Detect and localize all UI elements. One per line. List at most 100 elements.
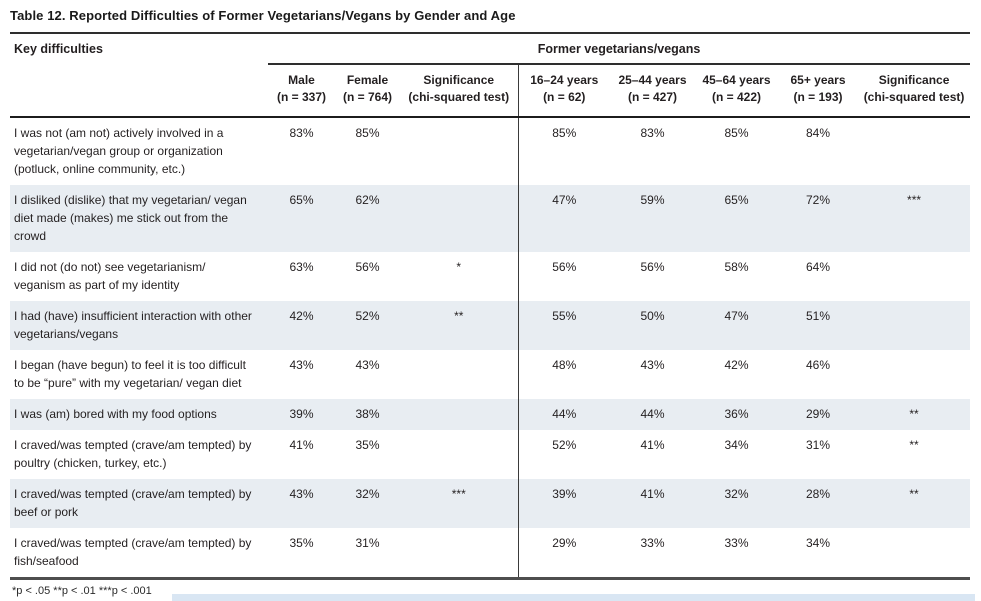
percent-value: 47% [695, 300, 778, 350]
percent-value: 39% [268, 398, 335, 430]
table-row: I was not (am not) actively involved in … [10, 116, 970, 185]
significance-value [400, 527, 518, 580]
percent-value: 34% [724, 437, 749, 452]
percent-value: 65% [268, 184, 335, 252]
significance-value: *** [858, 184, 971, 252]
percent-value: 28% [778, 478, 858, 528]
table-row: I began (have begun) to feel it is too d… [10, 349, 970, 399]
column-header-16-24: 16–24 years (n = 62) [517, 64, 610, 118]
difficulty-label: I was not (am not) actively involved in … [14, 125, 224, 176]
percent-value: 41% [289, 437, 314, 452]
significance-value: * [456, 259, 462, 274]
significance-value: ** [909, 437, 919, 452]
significance-value: ** [858, 398, 971, 430]
percent-value: 42% [724, 357, 749, 372]
significance-footnote: *p < .05 **p < .01 ***p < .001 [12, 584, 152, 597]
percent-value: 39% [517, 478, 610, 528]
difficulty-label: I craved/was tempted (crave/am tempted) … [10, 478, 268, 528]
percent-value: 33% [610, 527, 695, 580]
significance-value [400, 398, 518, 430]
difficulty-label: I had (have) insufficient interaction wi… [10, 300, 268, 350]
percent-value: 36% [695, 398, 778, 430]
percent-value: 34% [778, 527, 858, 580]
percent-value: 43% [268, 478, 335, 528]
percent-value: 44% [517, 398, 610, 430]
table-header: Key difficulties Former vegetarians/vega… [10, 33, 971, 118]
percent-value: 43% [640, 357, 665, 372]
percent-value: 85% [724, 125, 749, 140]
percent-value: 56% [517, 251, 610, 301]
column-header-female: Female (n = 764) [335, 64, 400, 118]
percent-value: 35% [268, 527, 335, 580]
table-row: I was (am) bored with my food options 39%… [10, 398, 971, 430]
percent-value: 38% [335, 398, 400, 430]
significance-value [400, 184, 518, 252]
percent-value: 48% [517, 349, 610, 399]
column-header-25-44: 25–44 years (n = 427) [610, 64, 695, 118]
percent-value: 32% [695, 478, 778, 528]
table-row: I craved/was tempted (crave/am tempted) … [10, 478, 971, 528]
key-difficulties-header: Key difficulties [10, 33, 268, 118]
highlight-bar [172, 594, 975, 601]
table-row: I had (have) insufficient interaction wi… [10, 300, 971, 350]
percent-value: 85% [517, 116, 610, 185]
percent-value: 32% [335, 478, 400, 528]
significance-value [858, 300, 971, 350]
difficulty-label: I craved/was tempted (crave/am tempted) … [10, 527, 268, 580]
column-header-male: Male (n = 337) [268, 64, 335, 118]
significance-value: *** [400, 478, 518, 528]
percent-value: 59% [610, 184, 695, 252]
percent-value: 58% [724, 259, 749, 274]
table-row: I did not (do not) see vegetarianism/ ve… [10, 251, 970, 301]
percent-value: 31% [805, 437, 831, 452]
percent-value: 46% [805, 357, 831, 372]
report-page: Table 12. Reported Difficulties of Forme… [10, 8, 971, 597]
group-header-former-vegetarians: Former vegetarians/vegans [268, 33, 971, 65]
difficulty-label: I craved/was tempted (crave/am tempted) … [14, 437, 252, 470]
column-header-significance-gender: Significance (chi-squared test) [400, 64, 518, 118]
percent-value: 72% [778, 184, 858, 252]
significance-value: ** [858, 478, 971, 528]
percent-value: 33% [695, 527, 778, 580]
column-header-65-plus: 65+ years (n = 193) [778, 64, 858, 118]
percent-value: 52% [517, 429, 610, 479]
percent-value: 29% [778, 398, 858, 430]
significance-value [400, 350, 518, 399]
difficulty-label: I began (have begun) to feel it is too d… [14, 357, 246, 390]
percent-value: 65% [695, 184, 778, 252]
difficulty-label: I did not (do not) see vegetarianism/ ve… [14, 259, 206, 292]
difficulty-label: I disliked (dislike) that my vegetarian/… [10, 184, 268, 252]
percent-value: 41% [640, 437, 665, 452]
percent-value: 44% [610, 398, 695, 430]
table-row: I craved/was tempted (crave/am tempted) … [10, 429, 970, 479]
percent-value: 56% [355, 259, 380, 274]
difficulties-table: Key difficulties Former vegetarians/vega… [10, 32, 971, 580]
column-header-45-64: 45–64 years (n = 422) [695, 64, 778, 118]
table-row: I disliked (dislike) that my vegetarian/… [10, 184, 971, 252]
percent-value: 55% [517, 300, 610, 350]
table-title: Table 12. Reported Difficulties of Forme… [10, 8, 516, 23]
significance-value [858, 252, 970, 301]
percent-value: 43% [355, 357, 380, 372]
percent-value: 83% [289, 125, 314, 140]
significance-value [400, 430, 518, 479]
column-header-significance-age: Significance (chi-squared test) [858, 64, 971, 118]
percent-value: 85% [355, 125, 380, 140]
percent-value: 29% [517, 527, 610, 580]
percent-value: 35% [355, 437, 380, 452]
significance-value: ** [400, 300, 518, 350]
percent-value: 62% [335, 184, 400, 252]
percent-value: 51% [778, 300, 858, 350]
percent-value: 52% [335, 300, 400, 350]
significance-value [400, 117, 518, 185]
significance-value [858, 350, 970, 399]
percent-value: 43% [289, 357, 314, 372]
table-row: I craved/was tempted (crave/am tempted) … [10, 527, 971, 580]
percent-value: 84% [805, 125, 831, 140]
percent-value: 41% [610, 478, 695, 528]
percent-value: 42% [268, 300, 335, 350]
percent-value: 63% [289, 259, 314, 274]
percent-value: 56% [640, 259, 665, 274]
percent-value: 47% [517, 184, 610, 252]
percent-value: 64% [805, 259, 831, 274]
